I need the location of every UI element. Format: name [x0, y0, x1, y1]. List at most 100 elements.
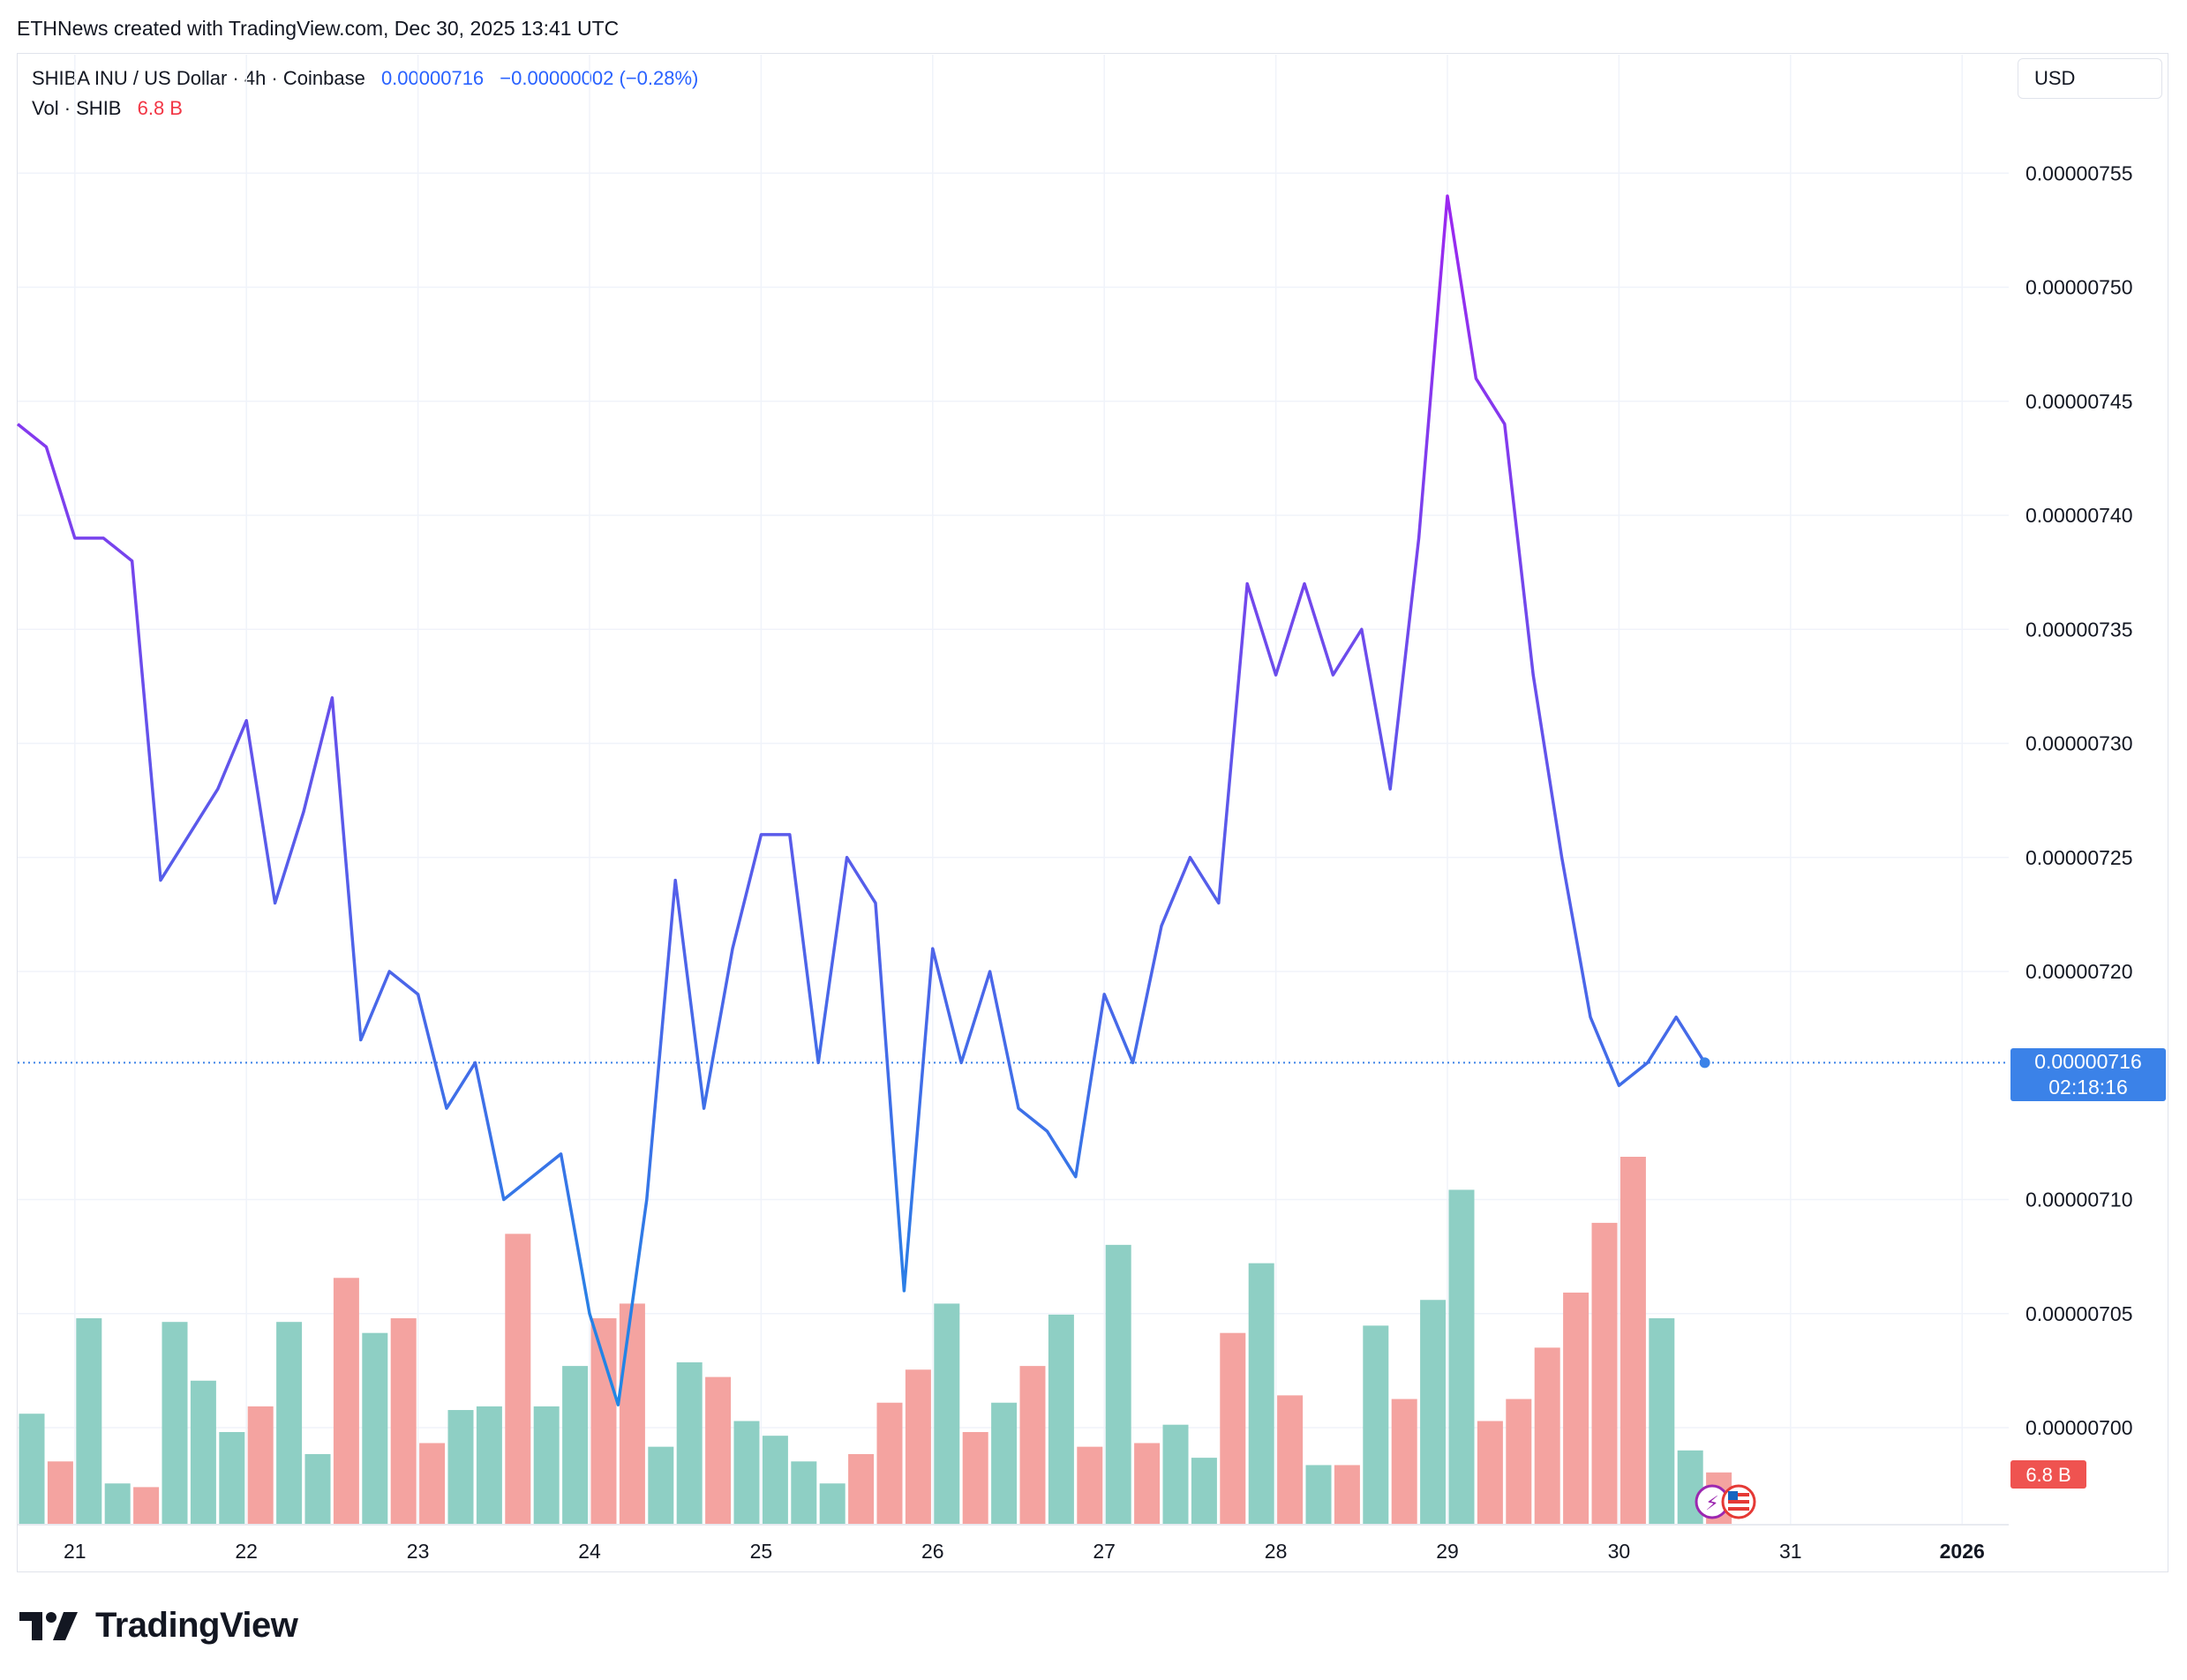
chart-attribution: ETHNews created with TradingView.com, De… — [17, 17, 620, 40]
x-tick-label: 28 — [1265, 1540, 1288, 1563]
volume-bar — [1620, 1157, 1646, 1524]
volume-bar — [1420, 1300, 1447, 1524]
last-price: 0.00000716 — [380, 67, 485, 89]
y-tick-label: 0.00000750 — [2025, 276, 2133, 299]
volume-bar — [1506, 1399, 1532, 1524]
y-tick-label: 0.00000725 — [2025, 846, 2133, 869]
y-tick-label: 0.00000700 — [2025, 1416, 2133, 1439]
last-price-tag — [2010, 1048, 2166, 1101]
volume-bar — [676, 1361, 703, 1524]
y-tick-label: 0.00000740 — [2025, 504, 2133, 527]
volume-bar — [1191, 1458, 1217, 1524]
event-markers: ⚡ — [1695, 1484, 1756, 1519]
volume-bar — [190, 1380, 216, 1524]
currency-button[interactable]: USD — [2018, 58, 2162, 99]
volume-bar — [1048, 1314, 1074, 1524]
x-tick-label: 31 — [1779, 1540, 1802, 1563]
volume-bar — [1105, 1244, 1131, 1524]
y-tick-label: 0.00000705 — [2025, 1302, 2133, 1325]
y-tick-label: 0.00000720 — [2025, 960, 2133, 983]
volume-bar — [333, 1278, 359, 1524]
volume-bar — [533, 1406, 560, 1524]
last-price-tag-value: 0.00000716 — [2034, 1050, 2142, 1073]
volume-bar — [562, 1366, 589, 1524]
x-tick-label: 26 — [921, 1540, 944, 1563]
volume-legend-value: 6.8 B — [137, 97, 183, 119]
bar-countdown: 02:18:16 — [2048, 1076, 2128, 1099]
volume-bar — [247, 1406, 274, 1524]
volume-bar — [76, 1318, 102, 1524]
symbol-legend: SHIBA INU / US Dollar · 4h · Coinbase 0.… — [32, 67, 709, 90]
volume-bar — [1363, 1325, 1389, 1524]
x-tick-label: 2026 — [1940, 1540, 1985, 1563]
volume-bar — [1534, 1347, 1560, 1524]
volume-bar — [1563, 1292, 1590, 1524]
volume-bar — [962, 1432, 988, 1524]
volume-bar — [648, 1446, 674, 1524]
volume-legend-label[interactable]: Vol · SHIB — [32, 97, 122, 119]
tradingview-wordmark: TradingView — [95, 1606, 298, 1645]
lightning-glyph-icon: ⚡ — [1705, 1493, 1718, 1515]
x-tick-label: 21 — [64, 1540, 86, 1563]
flag-stripe — [1728, 1500, 1749, 1504]
x-tick-label: 27 — [1093, 1540, 1116, 1563]
tradingview-logo[interactable]: TradingView — [19, 1606, 298, 1646]
volume-bar — [1077, 1446, 1103, 1524]
volume-bar — [1477, 1421, 1503, 1524]
volume-bar — [1019, 1366, 1046, 1524]
volume-bar — [819, 1483, 845, 1524]
volume-bar — [47, 1461, 73, 1524]
flag-stripe — [1728, 1507, 1749, 1511]
volume-bar — [848, 1453, 875, 1524]
volume-bar — [162, 1322, 188, 1524]
volume-tag — [2010, 1460, 2086, 1489]
price-change: −0.00000002 (−0.28%) — [500, 67, 699, 89]
volume-bar — [362, 1332, 388, 1524]
symbol-title[interactable]: SHIBA INU / US Dollar · 4h · Coinbase — [32, 67, 365, 89]
last-price-dot — [1699, 1057, 1710, 1069]
volume-bar — [1305, 1465, 1332, 1524]
volume-bar — [219, 1432, 245, 1524]
volume-bar — [791, 1461, 817, 1524]
x-tick-label: 25 — [750, 1540, 773, 1563]
volume-bar — [1220, 1332, 1246, 1524]
volume-bar — [304, 1453, 331, 1524]
volume-bar — [390, 1318, 417, 1524]
volume-bar — [1391, 1399, 1417, 1524]
volume-bar — [619, 1303, 645, 1524]
volume-legend: Vol · SHIB 6.8 B — [32, 97, 193, 120]
volume-bar — [991, 1402, 1018, 1524]
volume-bar — [1334, 1465, 1360, 1524]
volume-bar — [104, 1483, 131, 1524]
volume-bar — [733, 1421, 760, 1524]
volume-tag-value: 6.8 B — [2025, 1464, 2071, 1486]
volume-bar — [276, 1322, 303, 1524]
x-tick-label: 30 — [1608, 1540, 1631, 1563]
volume-bar — [1448, 1189, 1475, 1524]
y-tick-label: 0.00000745 — [2025, 390, 2133, 413]
volume-bar — [705, 1376, 732, 1524]
flag-stripe — [1728, 1493, 1749, 1496]
volume-bar — [905, 1369, 931, 1524]
volume-bar — [419, 1443, 446, 1524]
volume-bar — [1591, 1222, 1618, 1524]
volume-bar — [1277, 1395, 1304, 1524]
volume-bar — [1649, 1318, 1675, 1524]
x-tick-label: 23 — [407, 1540, 430, 1563]
y-tick-label: 0.00000735 — [2025, 618, 2133, 641]
volume-bar — [934, 1303, 960, 1524]
flag-canton — [1728, 1491, 1738, 1500]
chart-frame — [17, 53, 2168, 1572]
x-tick-label: 24 — [578, 1540, 601, 1563]
volume-bar — [1162, 1424, 1189, 1524]
volume-bar — [1248, 1263, 1274, 1524]
volume-bar — [876, 1402, 903, 1524]
tradingview-logo-icon — [19, 1611, 78, 1640]
volume-bar — [762, 1436, 788, 1524]
volume-bar — [505, 1234, 531, 1524]
volume-bar — [476, 1406, 502, 1524]
volume-bar — [133, 1487, 160, 1524]
x-tick-label: 22 — [235, 1540, 258, 1563]
y-tick-label: 0.00000755 — [2025, 161, 2133, 184]
